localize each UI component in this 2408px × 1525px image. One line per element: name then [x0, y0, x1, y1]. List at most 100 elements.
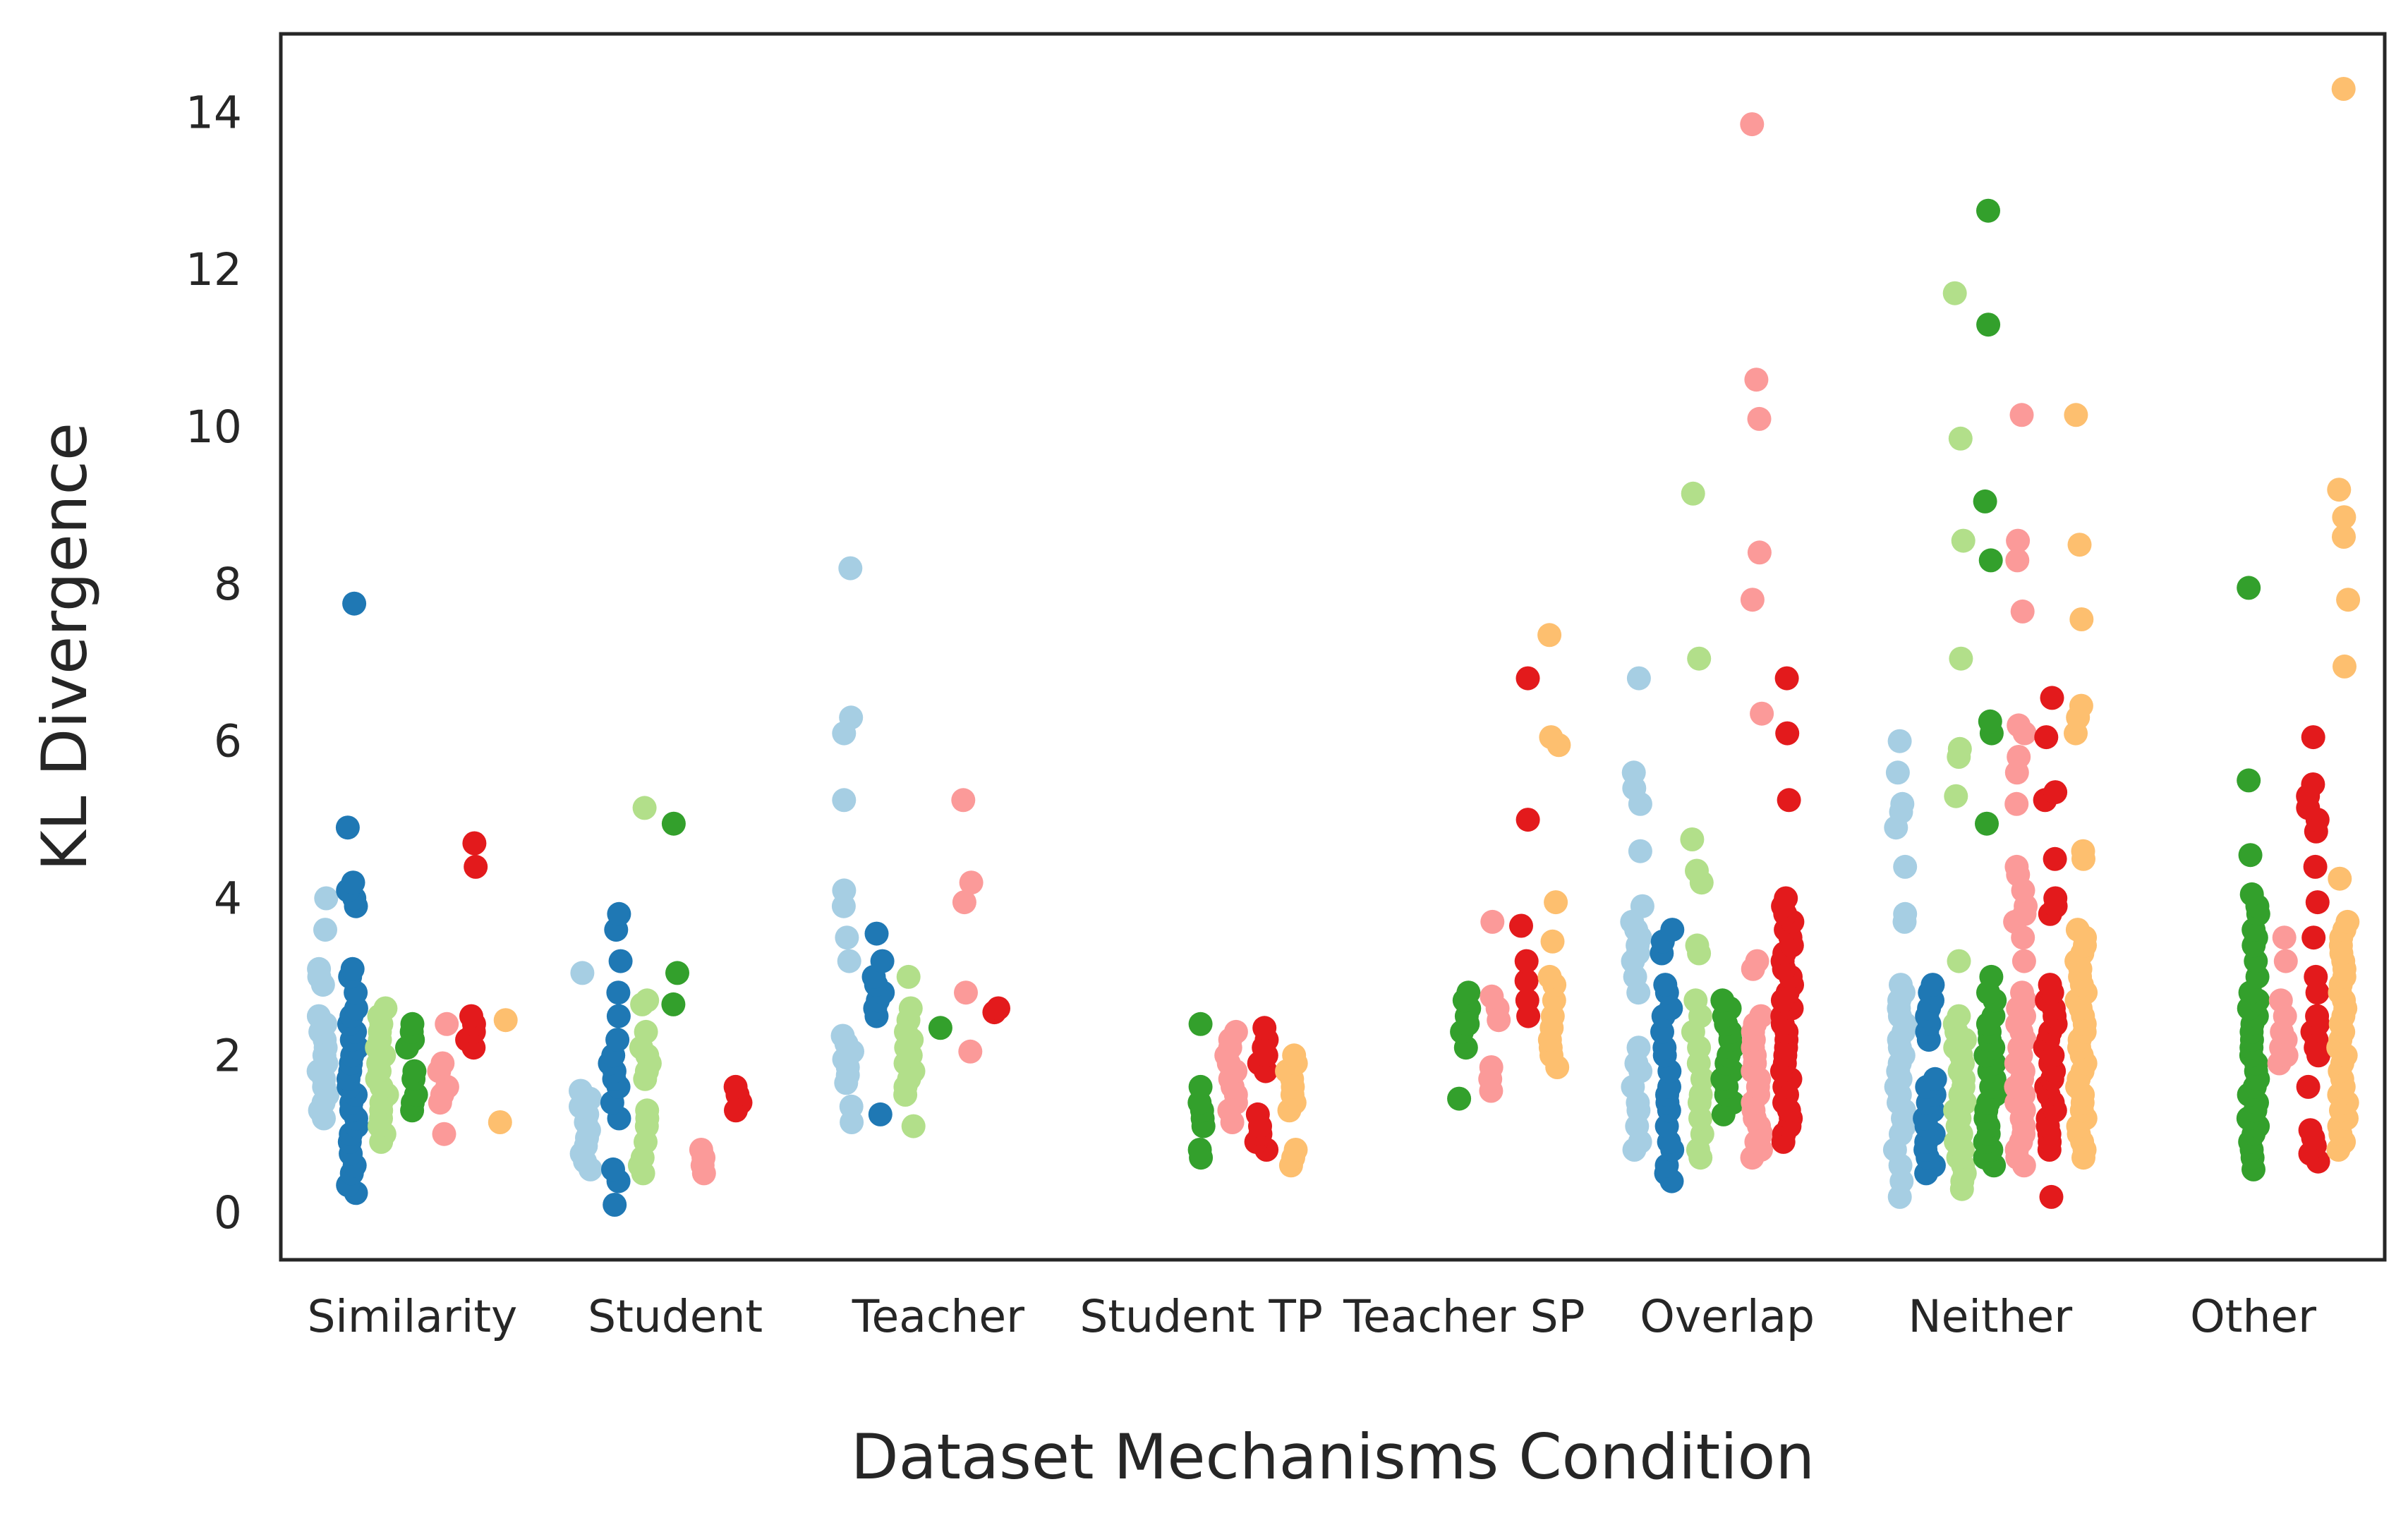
- data-point: [1223, 1019, 1248, 1044]
- data-point: [1479, 1055, 1504, 1079]
- data-point: [1537, 623, 1562, 648]
- y-tick-label: 14: [186, 87, 242, 138]
- data-point: [898, 996, 923, 1021]
- data-point: [2301, 925, 2326, 950]
- data-point: [1947, 1004, 1971, 1028]
- data-point: [1947, 736, 1972, 761]
- x-tick-label: Teacher SP: [1343, 1291, 1585, 1342]
- data-point: [1283, 1138, 1308, 1162]
- data-point: [1456, 980, 1481, 1005]
- data-point: [835, 925, 859, 950]
- x-tick-label: Neither: [1908, 1291, 2073, 1342]
- data-point: [400, 1011, 425, 1036]
- data-point: [1447, 1086, 1472, 1111]
- data-point: [1188, 1074, 1213, 1099]
- data-point: [896, 964, 921, 989]
- data-point: [2303, 854, 2328, 879]
- data-point: [1187, 1138, 1212, 1162]
- data-point: [1188, 1011, 1213, 1036]
- data-point: [2006, 528, 2031, 553]
- data-point: [1681, 481, 1705, 506]
- data-point: [1978, 548, 2003, 573]
- y-tick-label: 12: [186, 244, 242, 296]
- data-point: [601, 1157, 625, 1181]
- data-point: [1745, 949, 1769, 973]
- data-point: [928, 1016, 952, 1040]
- data-point: [2328, 866, 2352, 891]
- y-tick-label: 10: [186, 401, 242, 453]
- data-point: [951, 788, 976, 813]
- y-tick-label: 0: [214, 1187, 242, 1239]
- data-point: [634, 1019, 658, 1044]
- data-point: [2038, 973, 2062, 997]
- data-point: [1740, 588, 1765, 612]
- data-point: [870, 949, 895, 973]
- data-point: [2067, 533, 2092, 557]
- data-point: [1749, 1004, 1773, 1028]
- data-point: [2010, 980, 2034, 1005]
- data-point: [2007, 745, 2031, 769]
- data-point: [1923, 1067, 1947, 1091]
- data-point: [2304, 964, 2328, 989]
- data-point: [830, 1023, 855, 1048]
- y-tick-label: 8: [214, 559, 242, 610]
- x-axis-label: Dataset Mechanisms Condition: [851, 1421, 1815, 1493]
- data-point: [1885, 760, 1910, 785]
- data-point: [1948, 426, 1973, 451]
- data-point: [1621, 760, 1646, 785]
- data-point: [1480, 984, 1504, 1009]
- data-point: [635, 988, 660, 1013]
- data-point: [1975, 811, 1999, 836]
- data-point: [1539, 725, 1563, 750]
- data-point: [2296, 1074, 2321, 1099]
- data-point: [2335, 909, 2360, 934]
- data-point: [839, 1094, 864, 1119]
- data-point: [1944, 784, 1968, 808]
- data-point: [2065, 918, 2090, 942]
- data-point: [2069, 607, 2094, 631]
- data-point: [2239, 882, 2264, 906]
- data-point: [1245, 1102, 1270, 1126]
- plot-frame: [279, 32, 2387, 1262]
- data-point: [1480, 909, 1505, 934]
- data-point: [661, 992, 686, 1016]
- data-point: [838, 556, 863, 581]
- data-point: [340, 956, 365, 981]
- data-point: [1777, 788, 1801, 813]
- data-point: [341, 870, 365, 895]
- data-point: [313, 918, 337, 942]
- data-point: [868, 1102, 893, 1126]
- x-tick-label: Other: [2190, 1291, 2316, 1342]
- data-point: [1893, 854, 1918, 879]
- x-tick-label: Student: [588, 1291, 763, 1342]
- data-point: [1976, 198, 2000, 223]
- data-point: [2238, 843, 2263, 868]
- data-point: [635, 1098, 660, 1123]
- data-point: [1660, 918, 1685, 942]
- data-point: [603, 1193, 627, 1217]
- data-point: [1630, 894, 1654, 918]
- data-point: [488, 1110, 512, 1134]
- data-point: [1540, 929, 1565, 954]
- data-point: [1685, 858, 1709, 883]
- data-point: [839, 705, 864, 730]
- data-point: [306, 1004, 331, 1028]
- data-point: [1893, 901, 1918, 926]
- data-point: [335, 815, 360, 840]
- data-point: [2268, 988, 2293, 1013]
- data-point: [2327, 478, 2352, 502]
- data-point: [606, 980, 631, 1005]
- data-point: [2305, 1004, 2330, 1028]
- data-point: [2237, 768, 2261, 793]
- data-point: [1628, 839, 1652, 863]
- data-point: [2043, 780, 2068, 805]
- data-point: [1626, 1035, 1651, 1060]
- data-point: [1747, 406, 1772, 431]
- data-point: [2043, 886, 2068, 911]
- data-point: [1890, 791, 1915, 816]
- data-point: [459, 1004, 483, 1028]
- data-point: [2333, 654, 2356, 679]
- data-point: [1680, 827, 1705, 851]
- data-point: [2064, 403, 2088, 427]
- data-point: [1774, 666, 1799, 691]
